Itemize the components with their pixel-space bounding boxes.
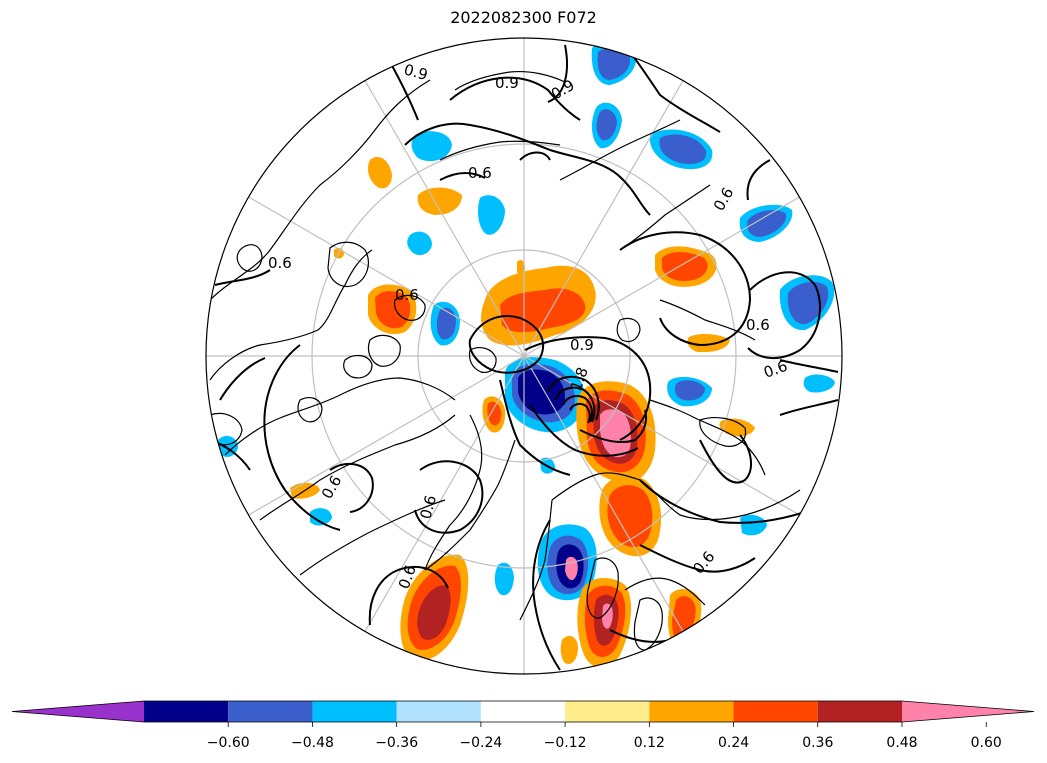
colorbar-outline <box>11 700 1035 723</box>
contour-label: 0.9 <box>570 336 594 354</box>
contour-label: 0.6 <box>416 493 440 521</box>
shade-negative <box>407 231 432 256</box>
anomaly-shading <box>218 43 835 668</box>
shade-positive <box>672 596 696 644</box>
colorbar-box <box>733 701 818 722</box>
contour-label: 0.6 <box>318 472 346 502</box>
colorbar-tick-label: −0.48 <box>291 735 334 751</box>
colorbar-box <box>396 701 481 722</box>
shade-positive <box>719 418 755 437</box>
shade-positive <box>662 252 708 281</box>
shade-positive <box>517 260 525 275</box>
shade-negative <box>674 380 705 401</box>
shade-positive <box>565 556 578 581</box>
shade-negative <box>478 195 505 235</box>
shade-negative <box>436 307 456 340</box>
colorbar-tick-label: −0.12 <box>544 735 587 751</box>
contour-label: 0.9 <box>495 74 519 92</box>
shade-positive <box>560 635 578 665</box>
colorbar-box <box>817 701 902 722</box>
colorbar-box <box>480 701 566 722</box>
colorbar-tick-label: 0.12 <box>634 735 665 751</box>
shade-negative <box>597 48 631 80</box>
colorbar-tick-label: 0.36 <box>802 735 833 751</box>
contour-label: 0.9 <box>402 60 430 84</box>
colorbar-tick-label: 0.24 <box>718 735 749 751</box>
colorbar-box <box>144 701 229 722</box>
colorbar-extend-low <box>12 701 144 722</box>
shade-negative <box>740 514 767 536</box>
colorbar-tick-label: −0.24 <box>459 735 502 751</box>
shade-positive <box>487 401 502 426</box>
colorbar-extend-high <box>902 701 1034 722</box>
map-boundary <box>205 37 843 675</box>
shade-negative <box>411 131 452 162</box>
colorbar-tick-label: −0.60 <box>207 735 250 751</box>
shade-negative <box>310 508 332 526</box>
shade-positive <box>687 334 730 353</box>
shade-negative <box>659 134 707 164</box>
shade-positive <box>417 187 462 215</box>
shade-negative <box>596 109 617 141</box>
contour-lines <box>209 44 839 671</box>
map-disc: 0.9 0.9 0.9 0.6 0.6 0.6 0.6 0.6 0.6 0.9 … <box>206 38 842 674</box>
colorbar-box <box>228 701 313 722</box>
shade-positive <box>602 603 613 629</box>
colorbar-tick-label: −0.36 <box>375 735 418 751</box>
contour-label: 0.6 <box>395 286 419 304</box>
contour-label: 0.6 <box>268 254 292 272</box>
contour-label: 0.6 <box>710 184 738 214</box>
shade-positive <box>500 288 586 333</box>
graticule <box>206 38 842 674</box>
map-title: 2022082300 F072 <box>450 8 597 27</box>
colorbar-box <box>649 701 734 722</box>
colorbar: −0.60 −0.48 −0.36 −0.24 −0.12 0.12 0.24 0.36 0.4… <box>11 700 1035 751</box>
contour-label: 0.6 <box>468 164 492 182</box>
colorbar-tick-label: 0.60 <box>971 735 1002 751</box>
shade-negative <box>518 369 566 415</box>
shade-negative <box>494 562 514 596</box>
shade-positive <box>417 585 451 640</box>
colorbar-box <box>565 701 650 722</box>
colorbar-tick-label: 0.48 <box>886 735 917 751</box>
contour-label: 0.6 <box>746 316 770 334</box>
shade-negative <box>803 374 835 393</box>
shade-positive <box>367 156 392 189</box>
shade-positive <box>375 290 411 329</box>
contour-label: 0.6 <box>689 548 718 578</box>
shade-negative <box>747 210 787 237</box>
colorbar-box <box>312 701 397 722</box>
shade-positive <box>607 485 653 548</box>
